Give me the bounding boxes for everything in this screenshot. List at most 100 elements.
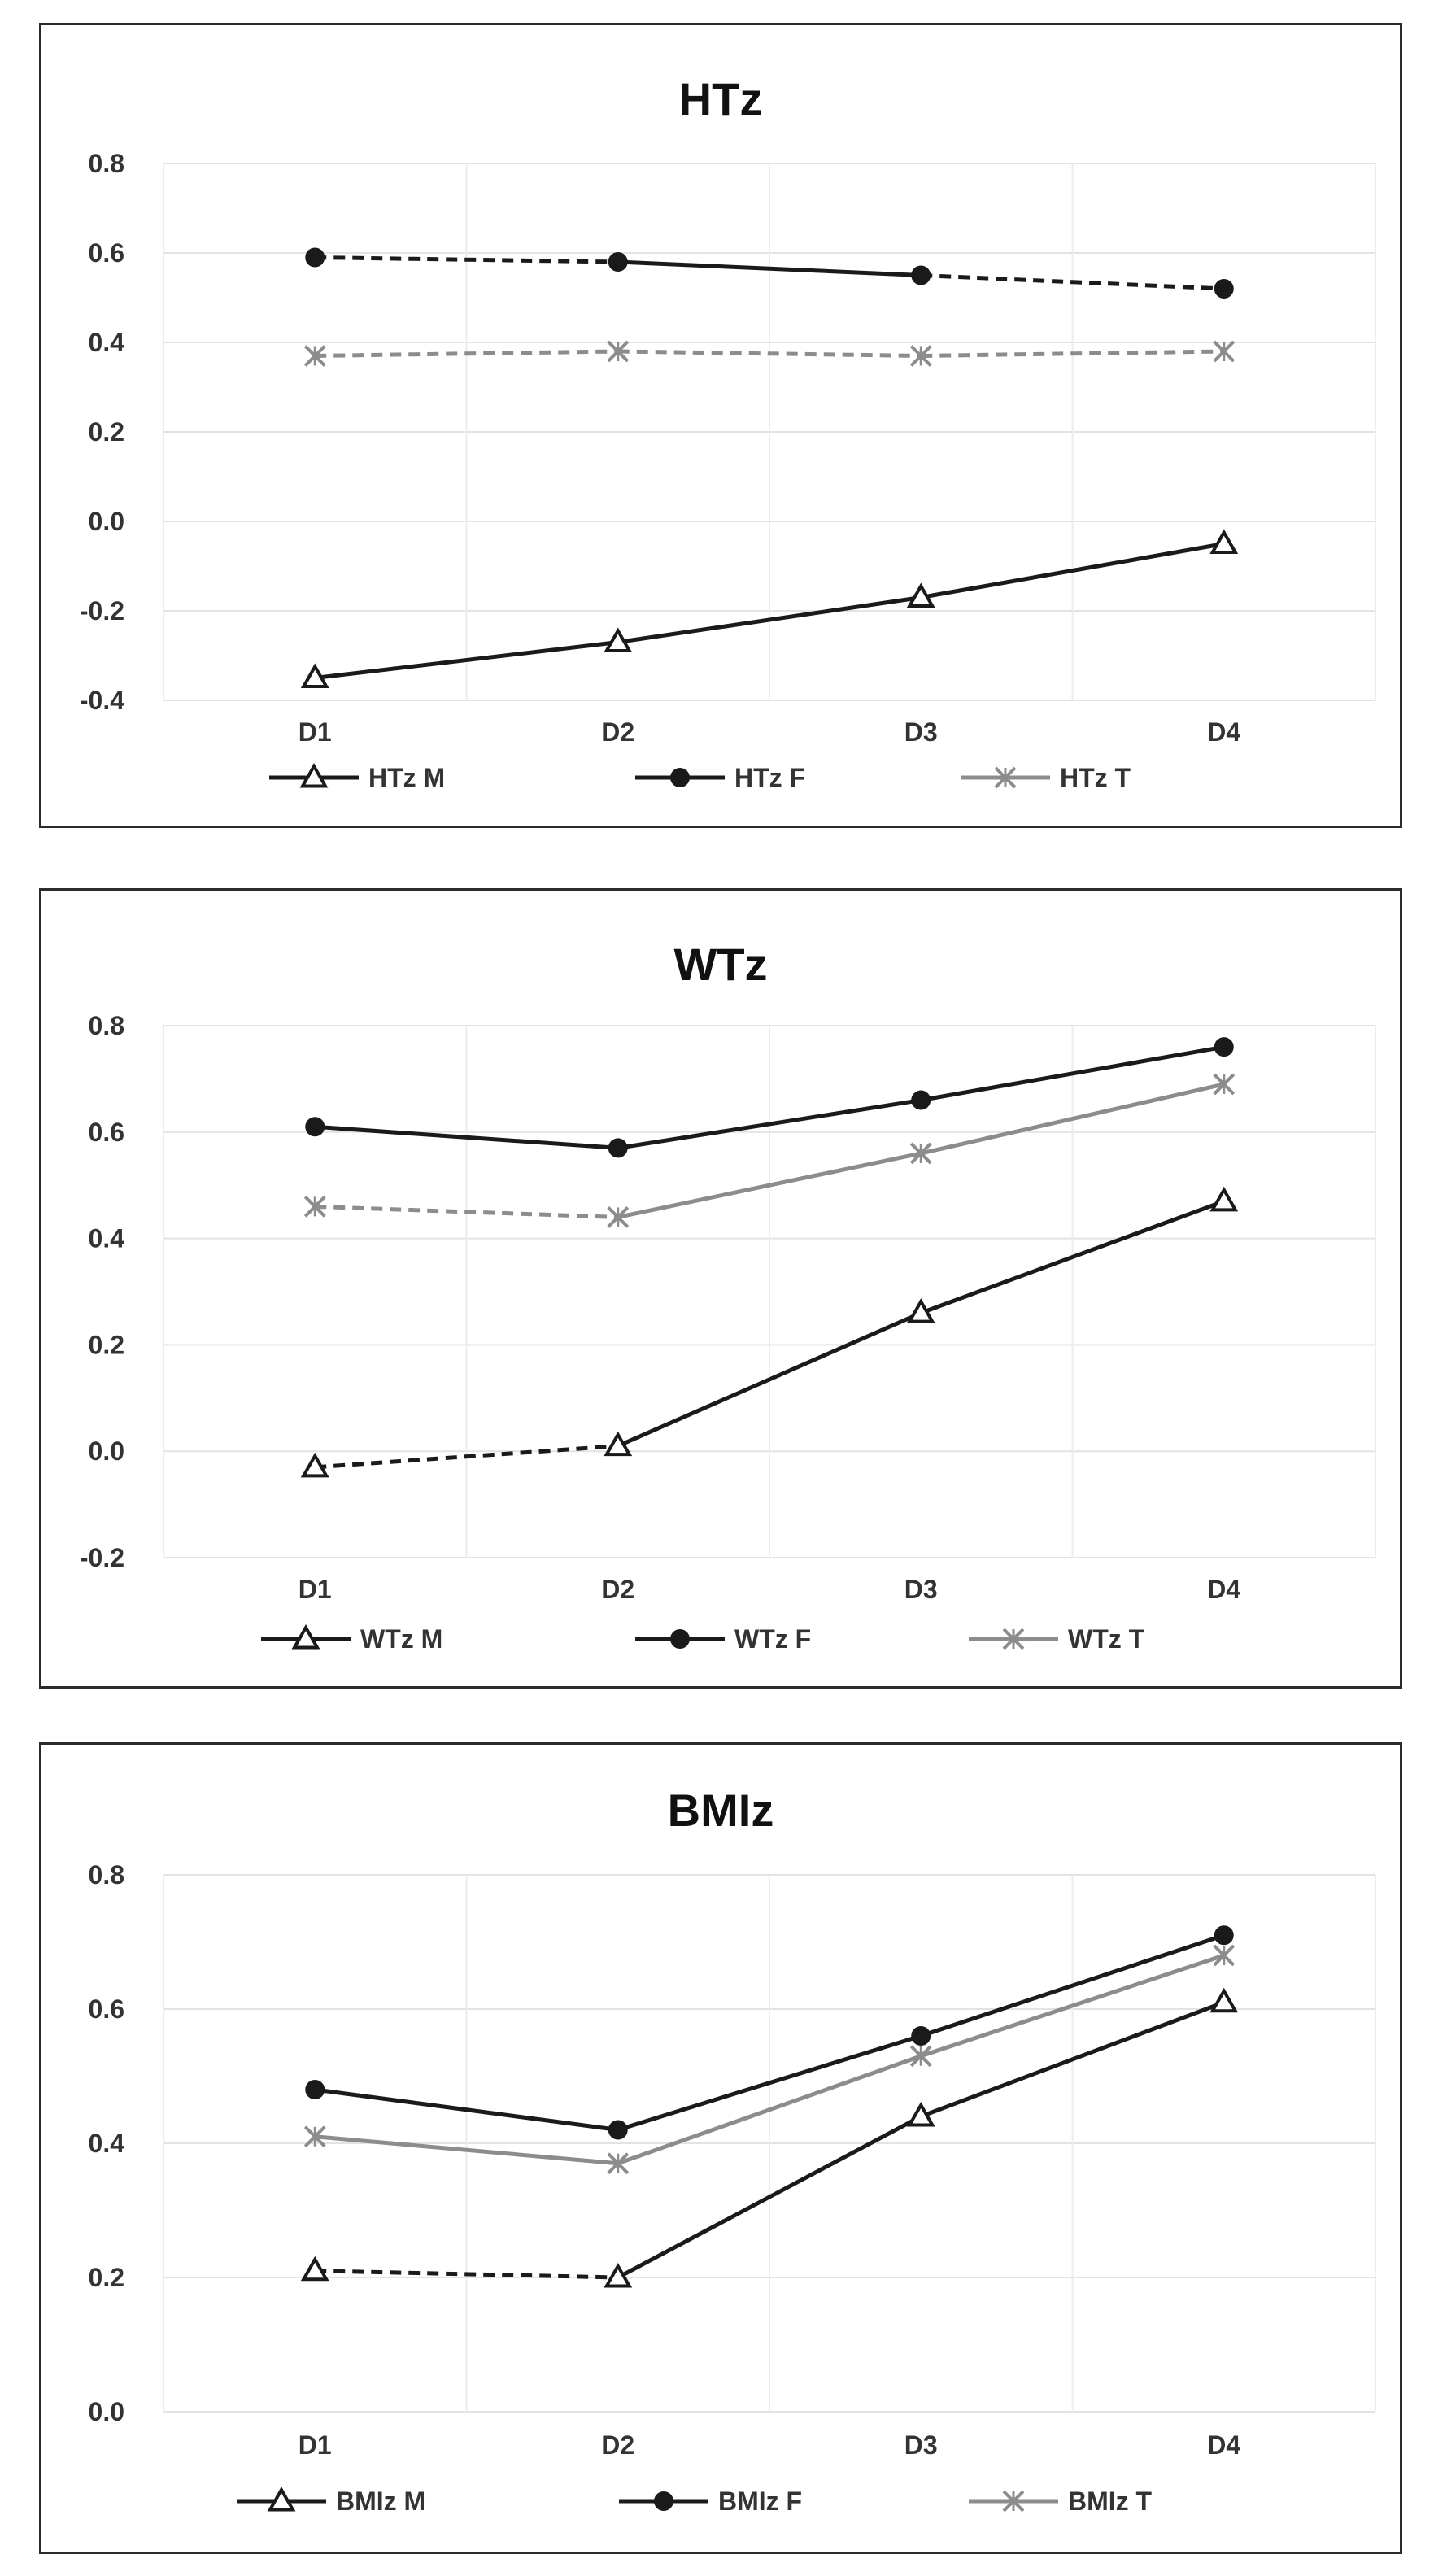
series-line-segment bbox=[617, 1151, 922, 1219]
data-point bbox=[906, 582, 935, 608]
data-point bbox=[303, 345, 326, 367]
data-point bbox=[608, 1138, 628, 1158]
series-line-segment bbox=[920, 1953, 1225, 2059]
data-point bbox=[911, 1090, 931, 1110]
legend-label: WTz T bbox=[1068, 1624, 1145, 1654]
x-tick-label: D3 bbox=[904, 2430, 938, 2460]
x-tick-label: D2 bbox=[601, 717, 634, 747]
legend-label: WTz F bbox=[734, 1624, 811, 1654]
y-tick-label: 0.6 bbox=[89, 1994, 124, 2024]
y-tick-label: 0.2 bbox=[89, 1330, 124, 1359]
x-tick-label: D2 bbox=[601, 2430, 634, 2460]
series-line-segment bbox=[921, 273, 1224, 291]
series-line-segment bbox=[617, 1310, 922, 1448]
series-line-segment bbox=[315, 1204, 618, 1219]
data-point bbox=[911, 2026, 931, 2046]
x-tick-label: D4 bbox=[1207, 1575, 1240, 1604]
series-line-segment bbox=[617, 1098, 922, 1150]
x-tick-label: D1 bbox=[299, 717, 332, 747]
legend-marker bbox=[299, 762, 329, 788]
x-tick-label: D1 bbox=[299, 2430, 332, 2460]
series-line-segment bbox=[617, 349, 922, 358]
legend-label: WTz M bbox=[360, 1624, 442, 1654]
data-point bbox=[604, 2262, 633, 2288]
legend-marker bbox=[670, 768, 690, 787]
series-line-segment bbox=[920, 542, 1225, 599]
y-tick-label: 0.2 bbox=[89, 2263, 124, 2292]
chart-title: WTz bbox=[673, 939, 767, 990]
data-point bbox=[300, 663, 329, 688]
data-point bbox=[1214, 1925, 1234, 1946]
y-tick-label: 0.6 bbox=[89, 238, 124, 268]
series-line-segment bbox=[314, 2087, 619, 2132]
data-point bbox=[608, 2120, 628, 2140]
data-point bbox=[300, 1452, 329, 1478]
series-line-segment bbox=[315, 255, 618, 264]
data-point bbox=[607, 2152, 630, 2175]
series-circle bbox=[305, 1037, 1234, 1158]
series-line-segment bbox=[315, 1124, 618, 1150]
series-line-segment bbox=[315, 349, 618, 358]
y-tick-label: 0.4 bbox=[89, 2129, 125, 2158]
legend-marker bbox=[267, 2486, 296, 2512]
y-tick-label: 0.0 bbox=[89, 507, 124, 536]
y-tick-label: -0.2 bbox=[80, 1543, 124, 1572]
data-point bbox=[305, 247, 325, 268]
data-point bbox=[305, 1117, 325, 1137]
data-point bbox=[1213, 340, 1236, 363]
legend-marker bbox=[1002, 2490, 1025, 2513]
chart-panel-bmiz: BMIz 0.8 0.6 0.4 0.2 0.0 D1 D2 D3 D4 BMIz M BMIz F B… bbox=[39, 1742, 1402, 2554]
legend-item: WTz T bbox=[969, 1624, 1145, 1654]
legend-label: BMIz T bbox=[1068, 2487, 1153, 2516]
series-circle bbox=[305, 1925, 1234, 2140]
series-line-segment bbox=[920, 1044, 1225, 1103]
legend-marker bbox=[654, 2491, 673, 2511]
y-tick-label: 0.0 bbox=[89, 1436, 124, 1466]
legend-label: BMIz F bbox=[718, 2487, 802, 2516]
legend-marker bbox=[994, 766, 1017, 789]
series-line-segment bbox=[920, 2000, 1225, 2119]
data-point bbox=[909, 345, 932, 367]
data-point bbox=[1209, 1186, 1239, 1212]
data-point bbox=[604, 1431, 633, 1457]
data-point bbox=[607, 1206, 630, 1228]
y-tick-label: -0.4 bbox=[80, 686, 124, 715]
chart-panel-htz: HTz 0.8 0.6 0.4 0.2 0.0 -0.2 -0.4 D1 D2 D3 D4 HTz M H… bbox=[39, 23, 1402, 828]
legend-item: BMIz F bbox=[619, 2487, 802, 2516]
x-tick-label: D1 bbox=[299, 1575, 332, 1604]
series-x bbox=[303, 1944, 1236, 2175]
data-point bbox=[909, 1142, 932, 1165]
legend-marker bbox=[670, 1629, 690, 1649]
series-line-segment bbox=[617, 2114, 922, 2280]
legend-item: WTz F bbox=[635, 1624, 811, 1654]
data-point bbox=[909, 2045, 932, 2068]
x-tick-label: D2 bbox=[601, 1575, 634, 1604]
data-point bbox=[1213, 1944, 1236, 1967]
legend-item: HTz F bbox=[635, 763, 805, 792]
data-point bbox=[607, 340, 630, 363]
legend-item: HTz M bbox=[269, 762, 445, 792]
series-line-segment bbox=[617, 2033, 922, 2132]
y-tick-label: 0.8 bbox=[89, 149, 124, 178]
legend-label: HTz M bbox=[368, 763, 445, 792]
data-point bbox=[1209, 529, 1239, 554]
chart-svg: BMIz 0.8 0.6 0.4 0.2 0.0 D1 D2 D3 D4 BMIz M BMIz F B… bbox=[89, 1785, 1376, 2516]
chart-title: BMIz bbox=[668, 1785, 774, 1836]
legend-label: HTz T bbox=[1060, 763, 1131, 792]
data-point bbox=[604, 627, 633, 652]
legend-item: HTz T bbox=[961, 763, 1131, 792]
data-point bbox=[300, 2256, 329, 2282]
series-line-segment bbox=[920, 1199, 1225, 1315]
x-tick-label: D3 bbox=[904, 1575, 938, 1604]
series-triangle bbox=[300, 529, 1239, 688]
series-line-segment bbox=[617, 595, 922, 644]
data-point bbox=[1213, 1073, 1236, 1096]
data-point bbox=[303, 2125, 326, 2148]
legend-item: BMIz T bbox=[969, 2487, 1153, 2516]
series-line-segment bbox=[314, 640, 619, 680]
series-line-segment bbox=[617, 259, 922, 277]
chart-panel-wtz: WTz 0.8 0.6 0.4 0.2 0.0 -0.2 D1 D2 D3 D4 WTz M WTz F… bbox=[39, 888, 1402, 1689]
series-x bbox=[303, 340, 1236, 367]
series-circle bbox=[305, 247, 1234, 299]
x-tick-label: D3 bbox=[904, 717, 938, 747]
